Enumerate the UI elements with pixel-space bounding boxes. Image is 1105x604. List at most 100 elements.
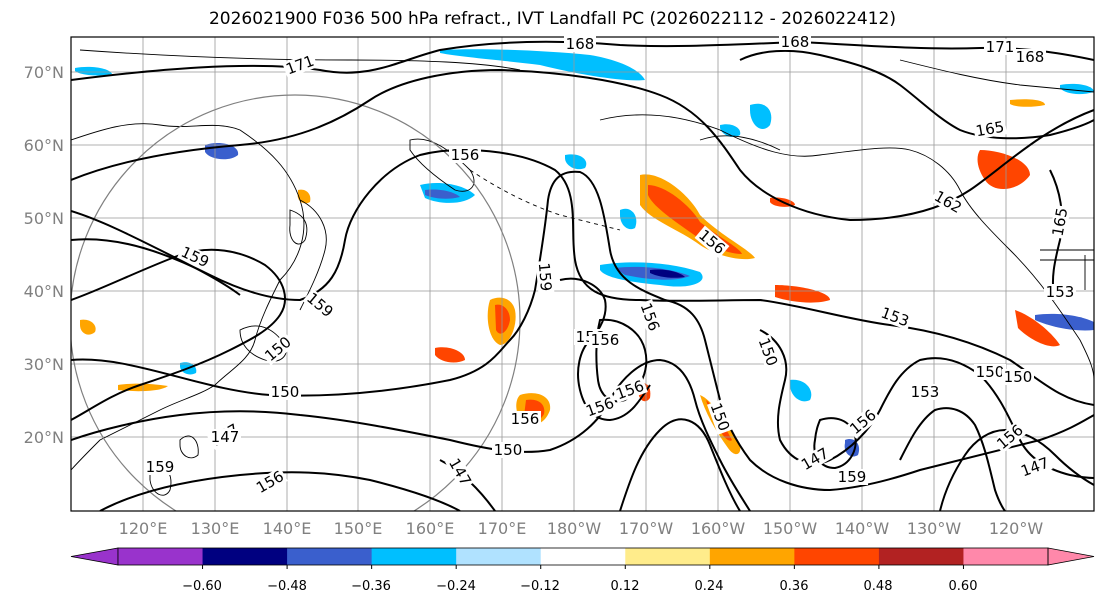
colorbar-tick-label: 0.48 <box>864 579 893 594</box>
contour-label-bg <box>1002 369 1034 385</box>
lat-label: 40°N <box>24 282 64 301</box>
contour-label: 159 <box>535 262 555 292</box>
lon-label: 120°E <box>119 519 168 538</box>
lon-label: 120°W <box>989 519 1044 538</box>
contour-label-bg <box>535 260 555 294</box>
contour-label: 168 <box>1016 48 1045 66</box>
contour-label-bg <box>974 364 1006 380</box>
colorbar-segment <box>625 548 711 565</box>
contour-label: 150 <box>494 441 523 459</box>
contour-label-bg <box>694 225 730 259</box>
contour-label-bg <box>707 399 733 435</box>
contour-label-bg <box>449 147 481 163</box>
latitude-axis: 70°N 60°N 50°N 40°N 30°N 20°N <box>24 63 64 447</box>
map-title: 2026021900 F036 500 hPa refract., IVT La… <box>208 9 896 29</box>
colorbar-segment <box>456 548 542 565</box>
contour-label-bg <box>637 299 663 335</box>
contour-label: 150 <box>1004 368 1033 386</box>
contour-label: 147 <box>211 428 240 446</box>
contour-label-bg <box>282 52 318 78</box>
contour-label: 150 <box>271 383 300 401</box>
contour-label-bg <box>492 442 524 458</box>
colorbar-segment <box>794 548 880 565</box>
colorbar-segment <box>540 548 626 565</box>
contour-label-bg <box>1017 454 1053 480</box>
contour-label: 156 <box>451 146 480 164</box>
contour-label: 165 <box>974 118 1005 141</box>
contour-label-bg <box>589 332 621 348</box>
coastlines <box>71 49 1094 496</box>
lon-label: 130°W <box>907 519 962 538</box>
lon-label: 140°E <box>263 519 312 538</box>
longitude-axis: 120°E 130°E 140°E 150°E 160°E 170°E 180°… <box>119 519 1044 538</box>
contour-label: 168 <box>566 35 595 53</box>
colorbar-ticks: −0.60 −0.48 −0.36 −0.24 −0.12 0.12 0.24 … <box>182 579 977 594</box>
contour-label: 153 <box>1046 283 1075 301</box>
colorbar-tick-label: −0.12 <box>520 579 560 594</box>
contour-label: 150 <box>976 363 1005 381</box>
contour-label-bg <box>269 384 301 400</box>
contour-label-bg <box>582 394 618 420</box>
contour-label-bg <box>302 288 338 322</box>
contour-label-bg <box>509 411 541 427</box>
colorbar-tick-label: −0.60 <box>182 579 222 594</box>
colorbar-tick-label: 0.24 <box>695 579 724 594</box>
lon-label: 170°E <box>478 519 527 538</box>
colorbar-segment <box>878 548 964 565</box>
lat-label: 70°N <box>24 63 64 82</box>
contour-label-bg <box>755 334 781 370</box>
colorbar-segment <box>287 548 373 565</box>
contour-label-bg <box>845 405 881 439</box>
contour-label-bg <box>564 36 596 52</box>
contour-label-bg <box>252 467 288 497</box>
lon-label: 140°W <box>835 519 890 538</box>
colorbar-border <box>117 547 1049 566</box>
contour-label: 168 <box>781 33 810 51</box>
contour-label-bg <box>972 118 1008 140</box>
colorbar-tick-label: −0.36 <box>351 579 391 594</box>
lon-label: 150°E <box>334 519 383 538</box>
contour-label-bg <box>612 377 648 403</box>
contour-label-bg <box>445 454 475 490</box>
lon-label: 160°E <box>406 519 455 538</box>
colorbar-tick-label: 0.36 <box>780 579 809 594</box>
contour-label: 156 <box>511 410 540 428</box>
contour-label: 159 <box>838 468 867 486</box>
contour-label-bg <box>984 39 1016 55</box>
colorbar-extend-high <box>1047 547 1095 566</box>
contour-label-bg <box>177 242 213 272</box>
colorbar-tick-label: −0.48 <box>267 579 307 594</box>
lat-label: 20°N <box>24 428 64 447</box>
contour-label-bg <box>144 459 176 475</box>
map-plot-area <box>71 37 1094 511</box>
contour-label-bg <box>1049 204 1071 240</box>
lon-label: 150°W <box>763 519 818 538</box>
contour-label: 171 <box>986 38 1015 56</box>
contour-label: 165 <box>1049 206 1072 237</box>
lat-label: 60°N <box>24 136 64 155</box>
contour-label-bg <box>260 332 296 366</box>
colorbar-tick-label: 0.12 <box>611 579 640 594</box>
contour-label-bg <box>909 384 941 400</box>
lon-label: 170°W <box>619 519 674 538</box>
colorbar-segment <box>371 548 457 565</box>
domain-circle <box>71 94 521 511</box>
contour-label-bg <box>930 187 966 217</box>
contour-label: 159 <box>146 458 175 476</box>
contour-label-bg <box>1044 284 1076 300</box>
anomaly-shading <box>75 49 1094 457</box>
colorbar-segment <box>963 548 1049 565</box>
contour-label-bg <box>877 304 913 330</box>
colorbar-tick-label: −0.24 <box>436 579 476 594</box>
lon-label: 130°E <box>191 519 240 538</box>
lon-label: 180°W <box>547 519 602 538</box>
colorbar-segment <box>202 548 288 565</box>
colorbar-extend-low <box>70 547 119 566</box>
lat-label: 30°N <box>24 355 64 374</box>
colorbar-segment <box>709 548 795 565</box>
colorbar <box>70 547 1095 569</box>
colorbar-tick-label: 0.60 <box>949 579 978 594</box>
contour-label-bg <box>779 34 811 50</box>
contour-label-bg <box>209 429 241 445</box>
